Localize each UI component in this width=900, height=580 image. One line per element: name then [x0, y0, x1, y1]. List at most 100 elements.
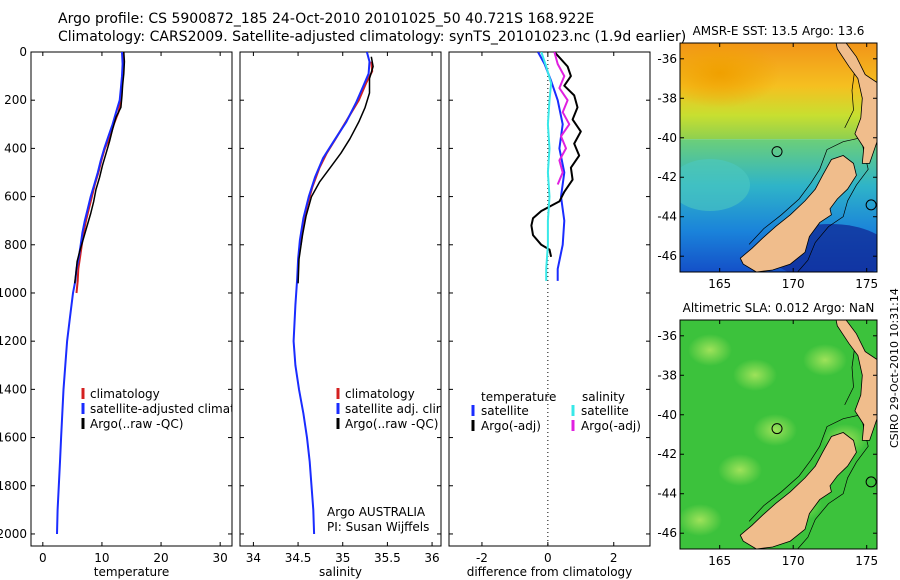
y-tick-label: 2000 [0, 527, 27, 541]
legend-entry: satellite [481, 404, 529, 418]
map-title: AMSR-E SST: 13.5 Argo: 13.6 [693, 24, 865, 38]
legend-entry: satellite-adjusted climatolog [90, 402, 260, 416]
land-south-island [739, 432, 857, 549]
y-tick-label: 800 [4, 238, 27, 252]
profile-panel-2: 34 34.5 35 35.5 36 salinity climatologysatelli… [239, 51, 451, 579]
series-line-argo-raw-qc- [73, 52, 126, 284]
land-north-island [835, 43, 877, 164]
y-tick-label: -38 [657, 91, 677, 105]
legend-entry: satellite adj. clim. [345, 402, 451, 416]
x-tick-label: 34.5 [285, 551, 312, 565]
sla-anomaly-patch [803, 344, 847, 376]
series-line-argo-raw-qc- [297, 56, 374, 284]
legend-entry: climatology [90, 387, 160, 401]
legend-entry: Argo(..raw -QC) [90, 417, 183, 431]
sla-anomaly-patch [688, 334, 732, 366]
x-tick-label: 35 [335, 551, 350, 565]
series-line-satellite-adjusted-climatology [56, 52, 124, 535]
map-field [680, 43, 877, 272]
series-line-temperature-argo-adj- [530, 52, 582, 258]
series-group [530, 52, 582, 281]
y-tick-label: 600 [4, 190, 27, 204]
sla-anomaly-patch [733, 359, 777, 391]
sst-cool-patch [680, 158, 750, 211]
figure-title-line1: Argo profile: CS 5900872_185 24-Oct-2010… [58, 11, 595, 27]
x-tick-label: 170 [782, 554, 805, 568]
x-tick-label: 30 [213, 551, 228, 565]
y-tick-label: 400 [4, 141, 27, 155]
x-tick-label: 2 [610, 551, 618, 565]
map-title: Altimetric SLA: 0.012 Argo: NaN [683, 301, 875, 315]
y-tick-label: 1000 [0, 286, 27, 300]
legend-entry: satellite [581, 404, 629, 418]
y-tick-label: 1400 [0, 382, 27, 396]
sla-anomaly-patch [753, 414, 797, 446]
y-tick-label: -46 [657, 249, 677, 263]
argo-location-marker [771, 146, 783, 158]
x-tick-label: 20 [153, 551, 168, 565]
y-tick-label: 1600 [0, 431, 27, 445]
sst-warm-patch [680, 43, 780, 108]
legend-entry: Argo(..raw -QC) [345, 417, 438, 431]
argo-location-marker [865, 199, 877, 211]
x-axis-label: salinity [319, 565, 362, 579]
land-north-island [835, 320, 877, 441]
series-line-salinity-argo-adj- [553, 52, 571, 185]
argo-location-marker [865, 476, 877, 488]
x-tick-label: 0 [544, 551, 552, 565]
sla-anomaly-patch [680, 504, 722, 536]
map-panel-1: AMSR-E SST: 13.5 Argo: 13.6 -36 -38 -40 -42 -… [657, 24, 878, 291]
map-frame [679, 319, 878, 550]
plot-frame [448, 51, 651, 547]
series-line-salinity-satellite [540, 52, 553, 281]
x-tick-label: 35.5 [374, 551, 401, 565]
y-tick-label: -44 [657, 487, 677, 501]
y-tick-label: 1200 [0, 334, 27, 348]
y-tick-label: -36 [657, 329, 677, 343]
y-tick-label: -44 [657, 210, 677, 224]
x-tick-label: 175 [855, 277, 878, 291]
x-tick-label: 36 [424, 551, 439, 565]
x-tick-label: 175 [855, 554, 878, 568]
argo-location-marker [771, 423, 783, 435]
legend-header: salinity [582, 390, 625, 404]
map-panel-2: Altimetric SLA: 0.012 Argo: NaN -36 -38 -40… [657, 301, 878, 568]
y-tick-label: 0 [19, 45, 27, 59]
panel-annotation: Argo AUSTRALIA [327, 505, 426, 519]
y-tick-label: -36 [657, 52, 677, 66]
panel-annotation: PI: Susan Wijffels [327, 520, 429, 534]
x-tick-label: 10 [94, 551, 109, 565]
y-tick-label: -46 [657, 526, 677, 540]
timestamp-credit: CSIRO 29-Oct-2010 10:31:14 [888, 288, 900, 448]
x-tick-label: 170 [782, 277, 805, 291]
y-tick-label: 1800 [0, 479, 27, 493]
sla-anomaly-patch [718, 454, 762, 486]
legend-entry: Argo(-adj) [481, 419, 541, 433]
legend-entry: climatology [345, 387, 415, 401]
y-tick-label: -40 [657, 408, 677, 422]
x-axis-label: temperature [94, 565, 169, 579]
y-tick-label: 200 [4, 93, 27, 107]
plot-frame [239, 51, 442, 547]
x-tick-label: -2 [476, 551, 488, 565]
figure-title-line2: Climatology: CARS2009. Satellite-adjuste… [58, 29, 687, 45]
profile-panel-1: 0 200 400 600 800 1000 1200 1400 1600 1800 2000 0 10… [0, 45, 260, 579]
map-field [680, 320, 877, 549]
y-tick-label: -40 [657, 131, 677, 145]
x-tick-label: 0 [39, 551, 47, 565]
y-tick-label: -42 [657, 447, 677, 461]
x-tick-label: 165 [708, 554, 731, 568]
x-axis-label: difference from climatology [467, 565, 633, 579]
legend-header: temperature [481, 390, 556, 404]
legend-entry: Argo(-adj) [581, 419, 641, 433]
land-south-island [739, 155, 857, 272]
plot-frame [30, 51, 233, 547]
y-tick-label: -42 [657, 170, 677, 184]
y-tick-label: -38 [657, 368, 677, 382]
series-line-satellite-adj-clim- [292, 52, 371, 535]
map-frame [679, 42, 878, 273]
